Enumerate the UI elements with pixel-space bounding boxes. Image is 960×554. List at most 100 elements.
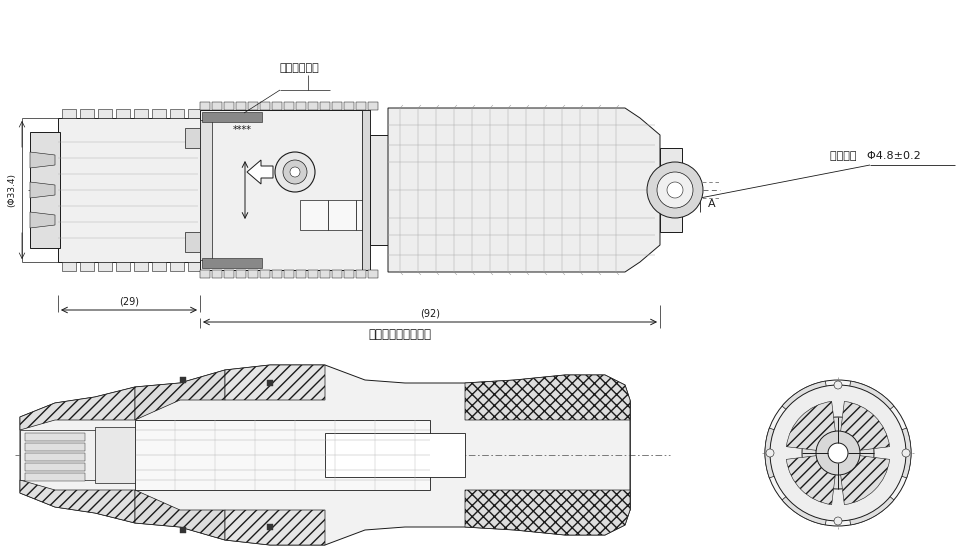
Bar (284, 270, 294, 278)
Bar (368, 102, 378, 110)
Bar (272, 102, 282, 110)
Bar (368, 270, 378, 278)
Wedge shape (786, 453, 838, 505)
Bar (25, 473, 85, 481)
Bar (188, 109, 202, 118)
Circle shape (816, 431, 860, 475)
Bar (152, 262, 166, 271)
Bar (170, 262, 184, 271)
Text: A: A (708, 199, 715, 209)
Circle shape (828, 443, 848, 463)
Bar (116, 262, 130, 271)
Bar (202, 112, 262, 122)
Wedge shape (838, 428, 911, 478)
Text: 适用电缆   Φ4.8±0.2: 适用电缆 Φ4.8±0.2 (829, 150, 921, 160)
Bar (296, 102, 306, 110)
Wedge shape (838, 453, 894, 525)
Circle shape (283, 160, 307, 184)
Bar (200, 120, 212, 260)
Wedge shape (765, 428, 838, 478)
Text: (92): (92) (420, 309, 440, 319)
Circle shape (766, 449, 774, 457)
Wedge shape (838, 381, 894, 453)
Polygon shape (30, 182, 55, 198)
Polygon shape (225, 365, 325, 400)
Bar (200, 110, 370, 270)
Bar (180, 377, 186, 383)
Bar (267, 524, 273, 530)
Polygon shape (388, 108, 660, 272)
Bar (95, 427, 135, 483)
Bar (284, 102, 294, 110)
Circle shape (275, 152, 315, 192)
Bar (185, 232, 200, 252)
Bar (362, 110, 370, 270)
Circle shape (290, 167, 300, 177)
Circle shape (770, 385, 906, 521)
Bar (236, 102, 246, 110)
Bar (25, 463, 85, 471)
Bar (62, 262, 76, 271)
Circle shape (667, 182, 683, 198)
Text: (29): (29) (119, 297, 139, 307)
Bar (325, 433, 465, 477)
Bar (224, 270, 234, 278)
Bar (300, 200, 328, 230)
Polygon shape (465, 375, 630, 420)
Text: 接地螺母对接拧紧时: 接地螺母对接拧紧时 (369, 329, 431, 341)
Circle shape (834, 517, 842, 525)
Bar (212, 270, 222, 278)
Bar (308, 270, 318, 278)
Bar (58, 118, 200, 262)
Bar (660, 148, 682, 232)
Bar (188, 262, 202, 271)
Bar (272, 270, 282, 278)
Bar (236, 270, 246, 278)
Polygon shape (465, 490, 630, 535)
Bar (320, 102, 330, 110)
Bar (320, 270, 330, 278)
Bar (344, 102, 354, 110)
Bar (260, 270, 270, 278)
Circle shape (647, 162, 703, 218)
Bar (80, 109, 94, 118)
Bar (248, 102, 258, 110)
Polygon shape (20, 365, 630, 545)
Circle shape (765, 380, 911, 526)
Bar (200, 102, 210, 110)
Bar (134, 262, 148, 271)
Wedge shape (838, 402, 890, 453)
Bar (202, 258, 262, 268)
Circle shape (902, 449, 910, 457)
Bar (296, 270, 306, 278)
Polygon shape (20, 387, 135, 430)
Circle shape (834, 381, 842, 389)
Wedge shape (782, 381, 838, 453)
Bar (20, 430, 135, 480)
Polygon shape (30, 212, 55, 228)
Bar (180, 527, 186, 533)
Bar (98, 109, 112, 118)
Bar (80, 262, 94, 271)
Bar (384, 200, 412, 230)
Polygon shape (225, 510, 325, 545)
Bar (135, 420, 430, 490)
Bar (356, 270, 366, 278)
Bar (30, 132, 60, 248)
Bar (25, 453, 85, 461)
Bar (116, 109, 130, 118)
Text: ****: **** (232, 125, 252, 135)
Bar (370, 135, 388, 245)
Bar (356, 200, 384, 230)
Wedge shape (782, 453, 838, 525)
Bar (200, 270, 210, 278)
Wedge shape (786, 402, 838, 453)
Bar (25, 433, 85, 441)
Bar (308, 102, 318, 110)
Circle shape (802, 417, 874, 489)
Polygon shape (20, 480, 135, 523)
Polygon shape (135, 370, 225, 420)
Bar (332, 270, 342, 278)
Bar (134, 109, 148, 118)
Bar (332, 102, 342, 110)
